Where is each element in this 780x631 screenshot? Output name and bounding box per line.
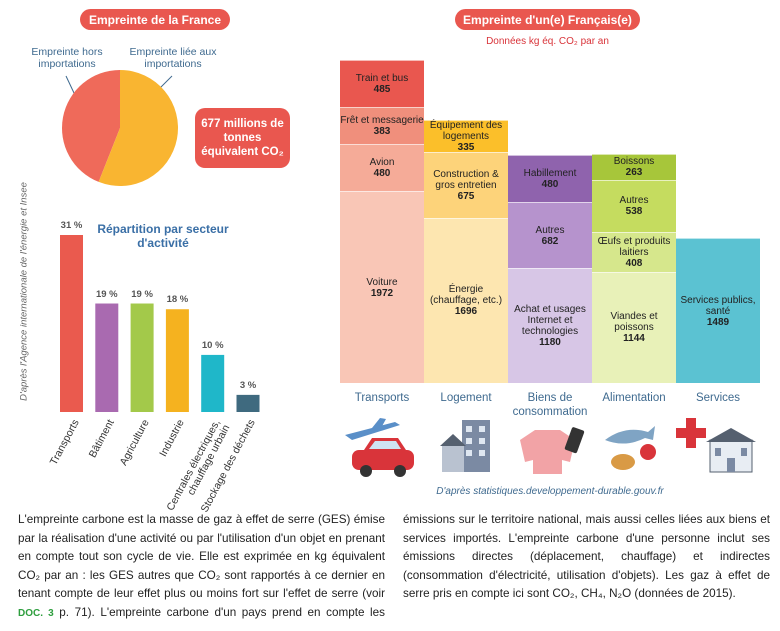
source: D'après l'Agence internationale de l'éne… [18, 182, 30, 401]
bar [165, 309, 189, 412]
segment-label: Train et bus [355, 73, 409, 85]
stack-segment: Services publics, santé 1489 [676, 238, 760, 383]
category-label: Transports [354, 392, 410, 404]
category-label: Alimentation [602, 392, 666, 404]
segment-value: 675 [457, 191, 475, 203]
stack-segment: Autres 682 [508, 201, 592, 269]
bar-title: Répartition par secteur d'activité [97, 222, 229, 250]
segment-label: Énergie (chauffage, etc.) [429, 284, 503, 307]
segment-value: 1489 [706, 316, 730, 328]
bar [236, 394, 260, 412]
stack-segment: Frêt et messagerie 383 [340, 107, 424, 145]
bar-value-label: 19 % [95, 288, 118, 300]
segment-label: Autres [535, 224, 565, 236]
segment-label: Construction & gros entretien [433, 169, 499, 192]
category-label: Logement [440, 392, 492, 404]
segment-value: 1696 [454, 306, 478, 318]
bar [201, 354, 225, 412]
segment-label: Autres [619, 195, 649, 207]
bar-value-label: 3 % [239, 379, 257, 391]
chart-title: Empreinte d'un(e) Français(e) [455, 9, 640, 30]
chart-subtitle: Données kg éq. CO₂ par an [486, 36, 609, 47]
stack-segment: Habillement 480 [508, 155, 592, 202]
bar-value-label: 19 % [131, 288, 153, 300]
pie-label: Empreinte hors importations [31, 46, 103, 70]
segment-label: Avion [369, 157, 395, 169]
stack-segment: Énergie (chauffage, etc.) 1696 [424, 217, 508, 383]
segment-value: 538 [625, 206, 643, 218]
pie-annotation: 677 millions de tonnes équivalent CO₂ [195, 108, 290, 168]
icon-alimentation [605, 426, 656, 470]
segment-value: 383 [373, 126, 391, 138]
segment-value: 408 [625, 257, 643, 269]
segment-value: 263 [625, 167, 643, 179]
icon-biens [520, 427, 585, 474]
bar-value-label: 31 % [60, 220, 83, 231]
category-label: Services [695, 392, 741, 404]
pie-slice [61, 70, 120, 182]
segment-value: 1972 [370, 287, 394, 299]
pie-title: Empreinte de la France [80, 9, 230, 30]
segment-value: 1144 [623, 333, 645, 345]
segment-label: Viandes et poissons [610, 311, 658, 334]
source: D'après statistiques.developpement-durab… [436, 486, 664, 497]
stack-segment: Train et bus 485 [340, 60, 424, 108]
stack-segment: Boissons 263 [592, 154, 676, 180]
stack-segment: Avion 480 [340, 144, 424, 192]
segment-value: 480 [373, 168, 391, 180]
segment-value: 335 [457, 142, 475, 154]
bar-value-label: 18 % [166, 294, 189, 306]
stack-segment: Œufs et produits laitiers 408 [592, 232, 676, 272]
stack-segment: Voiture 1972 [340, 191, 424, 383]
paragraph-text: p. 71). L'empreinte carbone d'un pays pr… [53, 513, 770, 619]
segment-label: Services publics, santé [680, 294, 756, 317]
paragraph-text: L'empreinte carbone est la masse de gaz … [18, 513, 385, 601]
segment-value: 480 [541, 178, 559, 190]
segment-label: Frêt et messagerie [340, 115, 424, 127]
segment-label: Habillement [523, 167, 577, 179]
segment-label: Voiture [366, 276, 398, 288]
stack-segment: Autres 538 [592, 179, 676, 232]
segment-value: 1180 [539, 337, 561, 349]
segment-label: Œufs et produits laitiers [597, 235, 671, 258]
segment-label: Équipement des logements [429, 120, 503, 143]
segment-value: 682 [541, 235, 559, 247]
icon-services [676, 418, 756, 473]
pie-label: Empreinte liée aux importations [129, 46, 217, 70]
category-label: Biens de consommation [512, 392, 588, 418]
segment-value: 485 [373, 84, 391, 96]
stack-segment: Achat et usages Internet et technologies… [508, 268, 592, 383]
segment-label: Achat et usages Internet et technologies [514, 304, 586, 338]
pie-slice [98, 70, 179, 186]
stack-segment: Construction & gros entretien 675 [424, 152, 508, 218]
segment-label: Boissons [613, 156, 655, 168]
stack-segment: Équipement des logements 335 [424, 119, 508, 154]
bar-value-label: 10 % [201, 339, 224, 351]
stack-segment: Viandes et poissons 1144 [592, 271, 676, 383]
doc-reference[interactable]: DOC. 3 [18, 607, 54, 619]
paragraph: L'empreinte carbone est la masse de gaz … [18, 511, 770, 624]
icon-transports [345, 418, 414, 477]
bar [95, 303, 119, 412]
bar [130, 303, 154, 412]
bar [60, 235, 83, 412]
icon-logement [440, 420, 490, 472]
